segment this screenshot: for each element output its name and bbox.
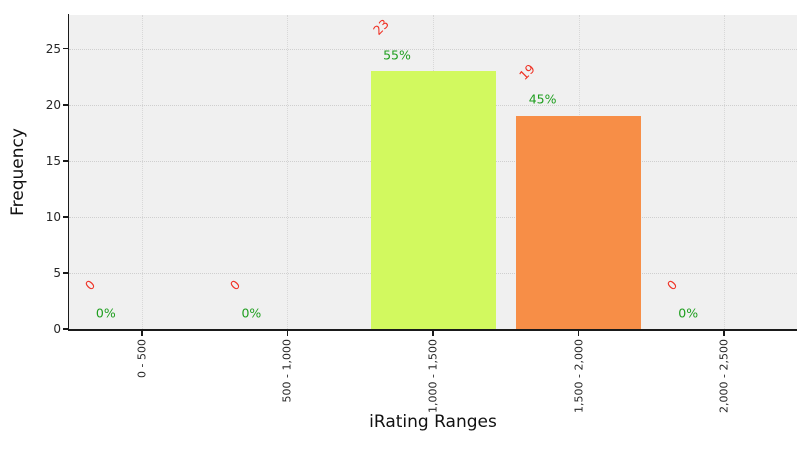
x-tick-label: 1,000 - 1,500 — [426, 339, 440, 413]
y-axis-label-text: Frequency — [8, 128, 28, 216]
y-axis-spine — [67, 14, 70, 331]
x-tick-label: 0 - 500 — [135, 339, 149, 378]
x-tick-mark — [432, 330, 434, 336]
x-tick-mark — [286, 330, 289, 336]
x-axis-label: iRating Ranges — [369, 412, 497, 432]
x-tick-label: 500 - 1,000 — [280, 339, 294, 403]
y-tick-mark — [62, 216, 68, 218]
y-tick-mark — [62, 272, 68, 274]
horizontal-gridline — [69, 48, 797, 50]
vertical-gridline — [287, 15, 289, 329]
y-tick-mark — [62, 103, 68, 106]
y-tick-mark — [62, 159, 68, 162]
bar-1-500-2-000 — [516, 115, 642, 329]
y-tick-label: 20 — [45, 97, 61, 112]
y-tick-label: 10 — [45, 209, 61, 224]
x-tick-mark — [723, 330, 725, 336]
percent-label: 45% — [528, 91, 557, 107]
percent-label: 0% — [241, 305, 262, 320]
x-tick-label: 1,500 - 2,000 — [572, 339, 586, 413]
y-tick-label: 15 — [45, 153, 61, 168]
y-tick-mark — [62, 47, 68, 50]
x-tick-mark — [141, 330, 143, 336]
y-tick-mark — [62, 328, 68, 330]
percent-label: 0% — [678, 305, 699, 320]
y-tick-label: 5 — [53, 265, 61, 280]
percent-label: 55% — [383, 47, 411, 63]
vertical-gridline — [724, 15, 726, 329]
y-tick-label: 25 — [45, 41, 61, 56]
x-axis-spine — [67, 329, 797, 331]
vertical-gridline — [141, 15, 143, 329]
y-tick-label: 0 — [53, 322, 61, 336]
bar-1-000-1-500 — [370, 71, 496, 329]
x-tick-mark — [577, 330, 580, 336]
percent-label: 0% — [95, 305, 116, 320]
x-tick-label: 2,000 - 2,500 — [717, 339, 731, 413]
